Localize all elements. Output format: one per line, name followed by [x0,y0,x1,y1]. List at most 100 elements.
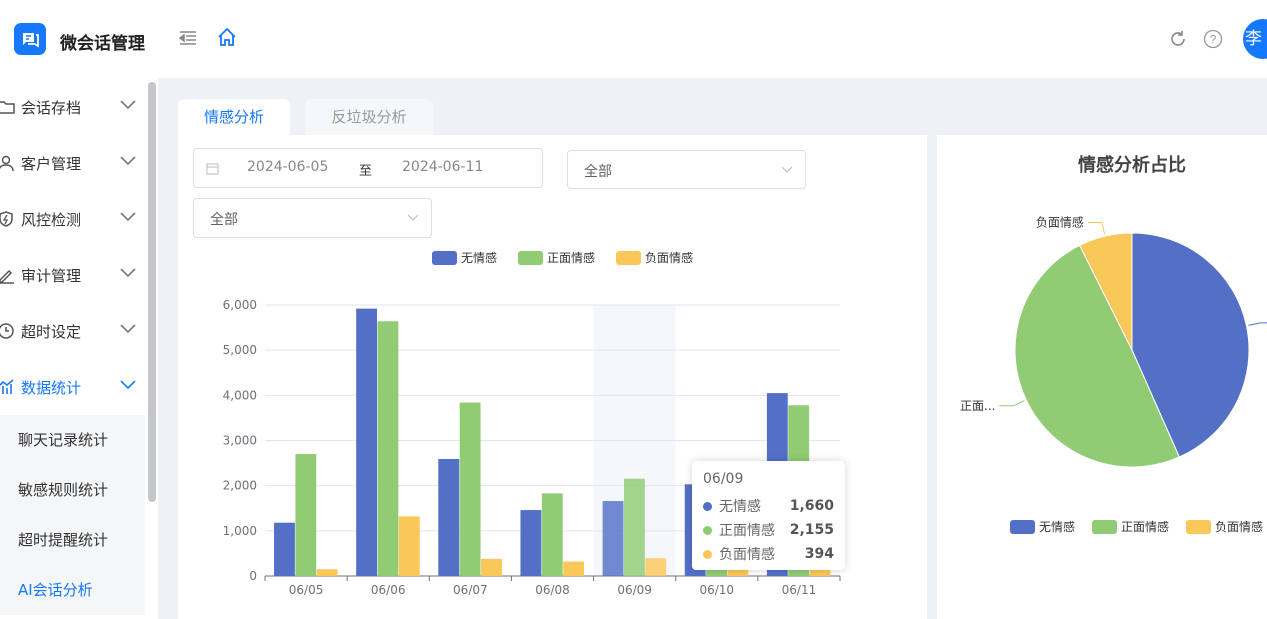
legend-swatch [1186,520,1211,534]
app-title: 微会话管理 [60,34,145,54]
bar-06/08-负面情感 [563,561,585,576]
date-end[interactable]: 2024-06-11 [402,159,484,175]
bar-06/09-负面情感 [645,558,667,576]
bar-06/05-正面情感 [295,454,317,576]
pie-slice-负面情感 [1078,232,1133,351]
sidebar-subitem-0[interactable]: 聊天记录统计 [0,415,145,465]
pie-label: 正面... [960,399,995,413]
legend-swatch [518,251,543,265]
y-tick-label: 0 [249,569,257,583]
help-icon[interactable]: ? [1203,29,1223,49]
sidebar-item-label: 会话存档 [21,98,82,117]
x-tick-label: 06/07 [453,583,488,597]
date-range-picker[interactable]: 2024-06-05 至 2024-06-11 [193,148,543,188]
filter-select-1[interactable]: 全部 [567,150,806,189]
x-tick-label: 06/05 [289,583,324,597]
tooltip-series-name: 正面情感 [719,523,775,539]
sidebar-subitem-1[interactable]: 敏感规则统计 [0,465,145,515]
date-start[interactable]: 2024-06-05 [247,159,329,175]
legend-label: 正面情感 [547,250,595,265]
pie-chart-title: 情感分析占比 [1078,155,1186,176]
y-tick-label: 5,000 [223,343,257,357]
tooltip-row: 正面情感 2,155 [703,520,834,540]
tooltip-value: 394 [804,546,834,562]
chevron-up-icon [120,380,136,389]
sidebar-item-4[interactable]: 超时设定 [0,311,145,351]
bar-06/06-负面情感 [398,516,420,576]
refresh-icon[interactable] [1169,30,1187,48]
y-tick-label: 1,000 [223,524,257,538]
bar-06/09-无情感 [602,501,624,576]
sidebar-scrollbar[interactable] [148,82,156,502]
legend-label: 无情感 [461,250,497,265]
select-value: 全部 [584,164,612,180]
sidebar: 会话存档客户管理风控检测审计管理超时设定数据统计聊天记录统计 敏感规则统计 超时提醒… [0,78,158,619]
tooltip-title: 06/09 [703,471,744,487]
bar-06/05-无情感 [274,522,295,576]
chevron-down-icon [781,166,793,173]
bar-06/05-负面情感 [316,569,338,576]
filter-select-2[interactable]: 全部 [193,198,432,238]
sidebar-item-2[interactable]: 风控检测 [0,199,145,239]
tab-anti-spam-analysis[interactable]: 反垃圾分析 [305,99,433,135]
x-tick-label: 06/06 [371,583,406,597]
y-tick-label: 4,000 [223,388,257,402]
y-tick-label: 3,000 [223,434,257,448]
tooltip-row: 负面情感 394 [703,544,834,564]
bar-06/08-无情感 [520,510,542,576]
chevron-down-icon [407,214,419,221]
chevron-down-icon [120,324,136,333]
sidebar-item-5[interactable]: 数据统计 [0,367,145,407]
collapse-menu-icon[interactable] [179,30,197,46]
select-value: 全部 [210,212,238,228]
home-icon[interactable] [217,27,237,47]
sidebar-subitem-2[interactable]: 超时提醒统计 [0,515,145,565]
x-tick-label: 06/10 [699,583,734,597]
calendar-icon [206,163,219,175]
pie-label: 负面情感 [1036,215,1084,230]
pie-slice-正面情感 [1014,244,1180,468]
edit-icon [0,269,14,284]
y-tick-label: 6,000 [223,298,257,312]
legend-swatch [432,251,457,265]
legend-swatch [1010,520,1035,534]
shield-icon [0,210,13,227]
folder-icon [0,100,15,114]
tab-sentiment-analysis[interactable]: 情感分析 [178,99,290,135]
sidebar-item-label: 超时设定 [21,322,82,341]
legend-label: 正面情感 [1121,519,1169,534]
x-tick-label: 06/11 [782,583,817,597]
pie-label-line [1248,322,1267,326]
sidebar-item-label: 数据统计 [21,378,82,397]
legend-swatch [616,251,641,265]
chevron-down-icon [120,156,136,165]
date-separator: 至 [359,164,373,179]
tooltip-series-name: 负面情感 [719,547,775,563]
clock-icon [0,322,14,339]
legend-label: 负面情感 [1215,519,1263,534]
sidebar-item-1[interactable]: 客户管理 [0,143,145,183]
tooltip-row: 无情感 1,660 [703,496,834,516]
pie-slice-无情感 [1131,232,1250,458]
svg-text:?: ? [1210,33,1217,47]
pie-label-line [999,400,1025,407]
app-logo [14,23,46,55]
tooltip-value: 2,155 [789,522,834,538]
header: 微会话管理 ? 李 [0,0,1267,78]
sidebar-item-0[interactable]: 会话存档 [0,87,145,127]
chevron-down-icon [120,100,136,109]
sidebar-item-label: 审计管理 [21,266,82,285]
legend-swatch [1092,520,1117,534]
x-tick-label: 06/08 [535,583,570,597]
user-icon [0,155,14,171]
bar-06/06-无情感 [356,308,378,576]
tooltip-value: 1,660 [789,498,834,514]
legend-label: 负面情感 [645,250,693,265]
chart-icon [0,378,14,394]
sidebar-item-label: 风控检测 [21,210,82,229]
sidebar-subitem-3[interactable]: AI会话分析 [0,565,145,615]
sidebar-item-3[interactable]: 审计管理 [0,255,145,295]
y-tick-label: 2,000 [223,479,257,493]
x-tick-label: 06/09 [617,583,652,597]
